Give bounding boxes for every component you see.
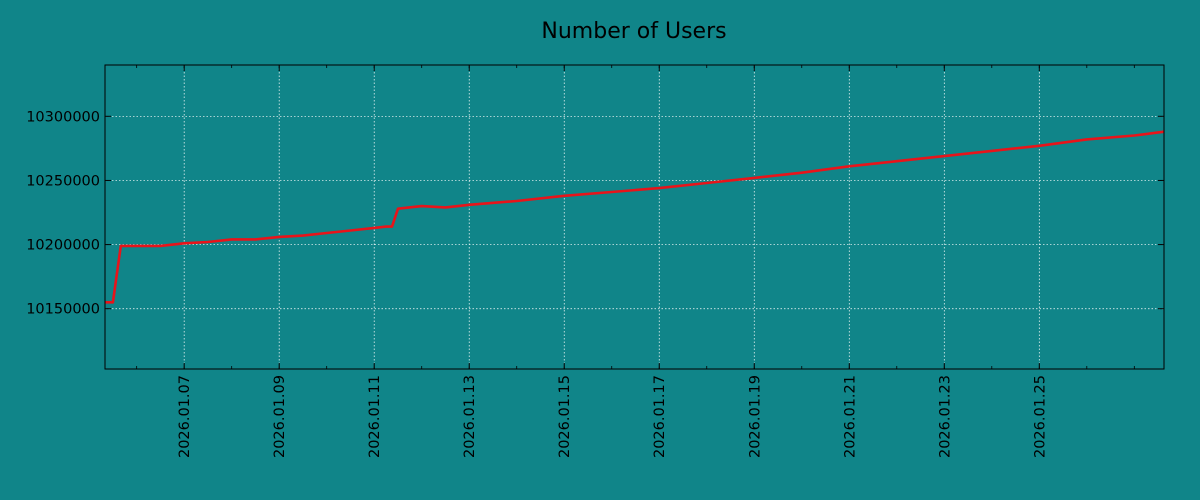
y-tick-label: 10200000 — [26, 238, 100, 254]
x-tick-label: 2026.01.19 — [747, 375, 763, 458]
y-tick-label: 10300000 — [26, 109, 100, 125]
chart-title: Number of Users — [541, 19, 726, 44]
x-tick-label: 2026.01.21 — [842, 375, 858, 458]
y-axis-labels: 10150000 10200000 10250000 10300000 — [26, 109, 100, 317]
y-tick-label: 10150000 — [26, 302, 100, 318]
x-tick-label: 2026.01.25 — [1032, 375, 1048, 458]
x-tick-label: 2026.01.13 — [462, 375, 478, 458]
axis-ticks — [105, 65, 1164, 369]
grid-lines — [105, 65, 1164, 369]
x-tick-label: 2026.01.11 — [367, 375, 383, 458]
y-tick-label: 10250000 — [26, 173, 100, 189]
x-tick-label: 2026.01.15 — [557, 375, 573, 458]
x-tick-label: 2026.01.17 — [652, 375, 668, 458]
x-tick-label: 2026.01.23 — [937, 375, 953, 458]
plot-area-frame — [104, 64, 1165, 370]
series-line — [105, 130, 1165, 304]
x-axis-labels: 2026.01.07 2026.01.09 2026.01.11 2026.01.13… — [177, 375, 1048, 458]
x-tick-label: 2026.01.09 — [272, 375, 288, 458]
x-tick-label: 2026.01.07 — [177, 375, 193, 458]
